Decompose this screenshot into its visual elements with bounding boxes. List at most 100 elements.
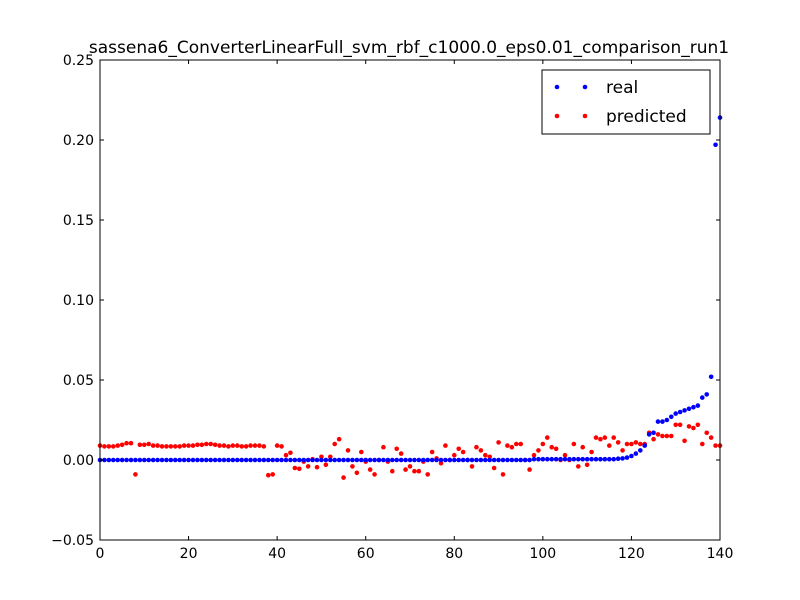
real-point — [673, 411, 679, 416]
series-real — [97, 115, 723, 463]
predicted-point — [252, 443, 258, 448]
real-point — [172, 457, 178, 463]
predicted-point — [571, 441, 577, 447]
predicted-point — [518, 441, 524, 447]
predicted-point — [496, 440, 501, 445]
predicted-point — [181, 443, 187, 448]
real-point — [664, 417, 670, 423]
predicted-point — [115, 443, 121, 448]
predicted-point — [429, 449, 435, 455]
real-point — [518, 457, 524, 463]
real-point — [704, 392, 710, 397]
predicted-point — [234, 443, 240, 448]
predicted-point — [629, 441, 634, 447]
predicted-point — [633, 440, 639, 445]
real-point — [350, 457, 355, 463]
real-point — [403, 457, 408, 463]
real-point — [221, 457, 227, 463]
real-point — [651, 430, 656, 436]
predicted-point — [491, 465, 497, 471]
predicted-point — [562, 452, 568, 458]
predicted-point — [660, 433, 665, 439]
real-point — [420, 457, 426, 463]
predicted-point — [248, 443, 253, 448]
real-point — [385, 457, 391, 463]
real-point — [195, 457, 200, 463]
predicted-point — [398, 451, 404, 456]
real-point — [598, 456, 603, 462]
predicted-point — [141, 442, 147, 448]
predicted-point — [341, 475, 346, 480]
legend-label: predicted — [606, 107, 687, 127]
real-point — [474, 457, 479, 463]
predicted-point — [580, 444, 586, 450]
real-point — [544, 456, 550, 462]
predicted-point — [443, 443, 448, 448]
predicted-point — [296, 466, 302, 472]
predicted-point — [509, 444, 515, 450]
real-point — [637, 448, 643, 453]
real-point — [217, 457, 222, 463]
real-point — [288, 457, 293, 463]
real-point — [137, 457, 143, 463]
real-point — [527, 457, 532, 463]
predicted-point — [274, 443, 280, 448]
predicted-point — [168, 444, 174, 449]
predicted-point — [239, 444, 245, 449]
predicted-point — [668, 433, 674, 439]
real-point — [327, 457, 333, 463]
real-point — [354, 457, 360, 463]
x-tick-label: 120 — [618, 546, 645, 562]
y-tick-label: 0.00 — [63, 453, 94, 469]
predicted-point — [593, 435, 599, 440]
predicted-point — [367, 467, 373, 472]
real-point — [186, 457, 191, 463]
real-point — [593, 456, 599, 462]
real-point — [646, 432, 652, 437]
y-tick-label: −0.05 — [51, 533, 94, 549]
real-point — [341, 457, 346, 463]
predicted-point — [354, 470, 360, 476]
predicted-point — [155, 443, 160, 448]
predicted-point — [102, 444, 107, 449]
real-point — [146, 457, 152, 463]
predicted-point — [682, 438, 687, 444]
real-point — [575, 456, 581, 462]
real-point — [699, 395, 705, 400]
predicted-point — [212, 442, 218, 448]
real-point — [376, 457, 382, 463]
real-point — [296, 457, 302, 463]
real-point — [274, 457, 280, 463]
x-tick-label: 0 — [96, 546, 105, 562]
predicted-point — [327, 454, 333, 460]
predicted-point — [606, 443, 612, 448]
real-point — [124, 457, 129, 463]
real-point — [292, 457, 298, 463]
predicted-point — [708, 435, 714, 440]
real-point — [460, 457, 466, 463]
predicted-point — [106, 444, 112, 449]
predicted-point — [655, 432, 661, 437]
y-tick-label: 0.15 — [63, 213, 94, 229]
real-point — [234, 457, 240, 463]
predicted-point — [186, 443, 191, 448]
real-point — [159, 457, 165, 463]
predicted-point — [332, 441, 338, 447]
real-point — [110, 457, 116, 463]
real-point — [310, 457, 315, 463]
plot-frame — [99, 59, 721, 541]
predicted-point — [394, 446, 400, 452]
real-point — [208, 457, 214, 463]
real-point — [509, 457, 515, 463]
real-point — [164, 457, 169, 463]
real-point — [168, 457, 174, 463]
predicted-point — [261, 444, 267, 449]
real-point — [571, 456, 577, 462]
predicted-point — [456, 446, 462, 452]
real-point — [265, 457, 271, 463]
predicted-point — [553, 446, 559, 452]
real-point — [381, 457, 386, 463]
real-point — [389, 457, 395, 463]
x-tick-label: 40 — [268, 546, 286, 562]
real-point — [336, 457, 342, 463]
